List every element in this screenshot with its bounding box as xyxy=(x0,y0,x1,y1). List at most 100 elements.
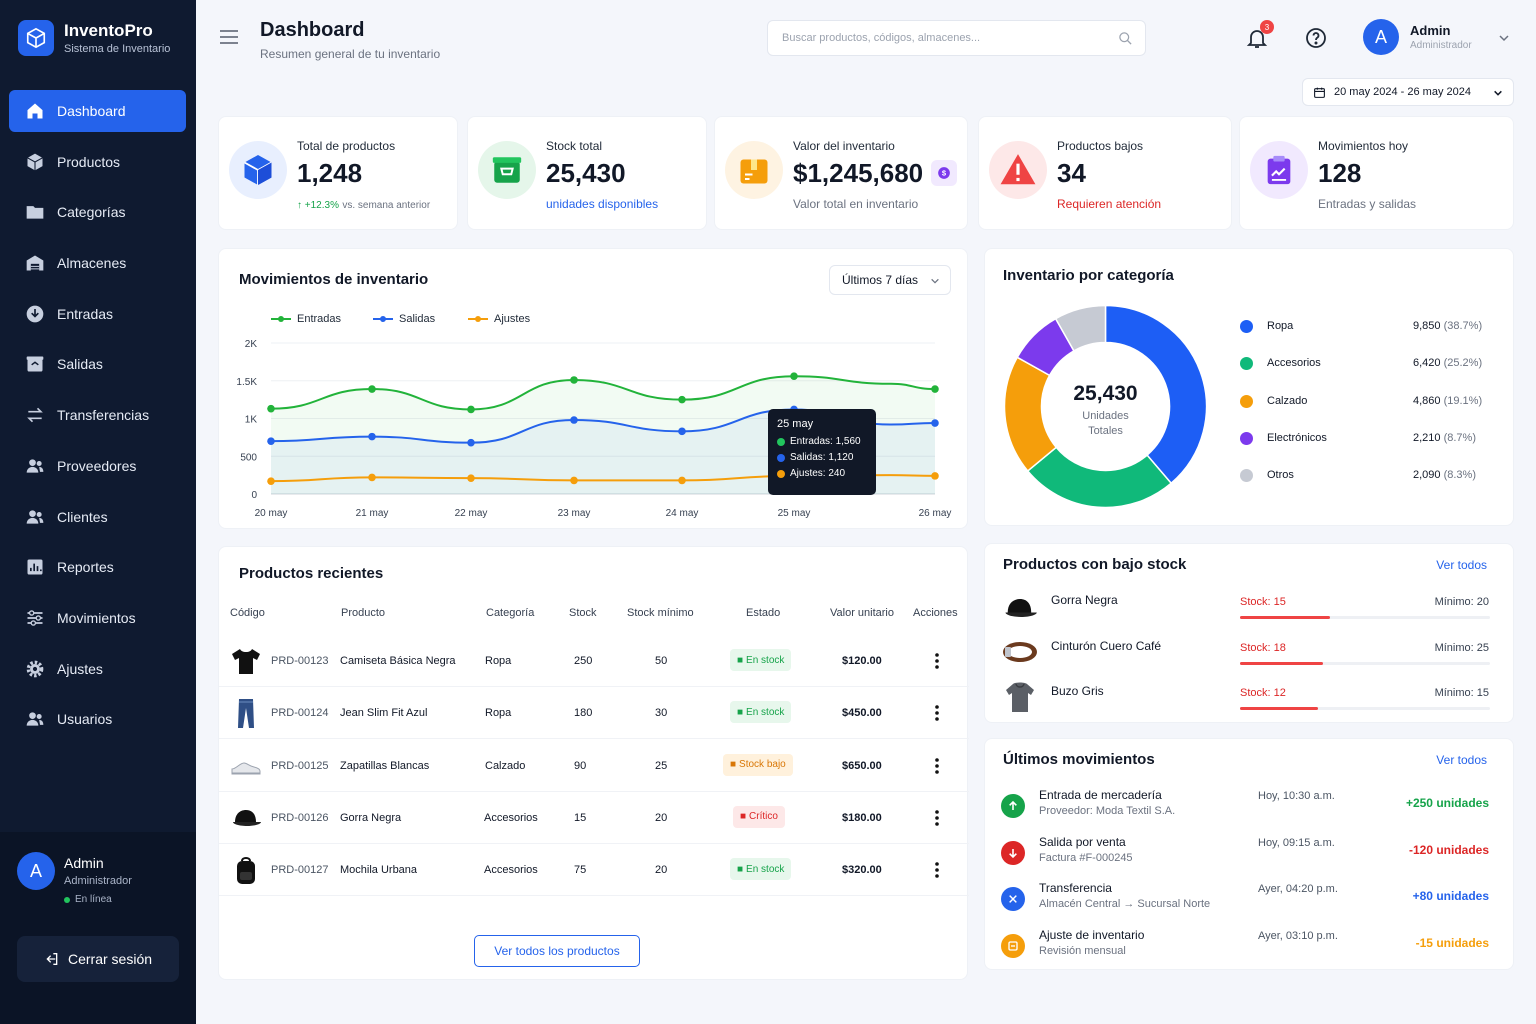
data-point[interactable] xyxy=(678,427,686,436)
data-point[interactable] xyxy=(267,477,275,485)
product-name[interactable]: Mochila Urbana xyxy=(340,864,418,877)
stat-value: 128 xyxy=(1318,158,1362,188)
users-icon xyxy=(26,509,44,524)
data-point[interactable] xyxy=(570,416,578,424)
status-label: Crítico xyxy=(749,811,778,823)
more-options-icon[interactable] xyxy=(932,757,942,775)
sidebar-item-categorias[interactable]: Categorías xyxy=(9,191,186,233)
movement-item[interactable]: Transferencia Almacén Central → Sucursal… xyxy=(985,881,1515,927)
sidebar-item-almacenes[interactable]: Almacenes xyxy=(9,242,186,284)
column-header: Stock xyxy=(569,607,597,619)
more-options-icon[interactable] xyxy=(932,704,942,722)
table-row[interactable]: PRD-00125 Zapatillas Blancas Calzado 90 … xyxy=(219,740,969,792)
movement-item[interactable]: Entrada de mercadería Proveedor: Moda Te… xyxy=(985,788,1515,834)
transfer-icon xyxy=(27,407,43,423)
table-row[interactable]: PRD-00127 Mochila Urbana Accesorios 75 2… xyxy=(219,844,969,897)
avatar[interactable]: A xyxy=(17,852,55,890)
y-tick-label: 0 xyxy=(251,490,257,501)
product-name[interactable]: Camiseta Básica Negra xyxy=(340,655,456,667)
data-point[interactable] xyxy=(790,372,798,381)
data-point[interactable] xyxy=(467,405,475,414)
low-stock-item[interactable]: Gorra Negra Stock: 15 Mínimo: 20 xyxy=(985,589,1515,634)
legend-line-icon xyxy=(373,316,393,322)
sidebar-item-proveedores[interactable]: Proveedores xyxy=(9,445,186,487)
more-options-icon[interactable] xyxy=(932,809,942,827)
data-point[interactable] xyxy=(467,474,475,482)
data-point[interactable] xyxy=(570,376,578,384)
category-name: Calzado xyxy=(1267,394,1308,407)
search-input[interactable] xyxy=(782,32,1102,44)
low-stock-view-all-link[interactable]: Ver todos xyxy=(1436,558,1487,572)
sidebar-item-reportes[interactable]: Reportes xyxy=(9,546,186,588)
sidebar-item-productos[interactable]: Productos xyxy=(9,141,186,183)
cube-logo-icon xyxy=(18,20,54,56)
status-label: Stock bajo xyxy=(739,759,786,771)
product-name[interactable]: Zapatillas Blancas xyxy=(340,759,430,772)
range-select[interactable]: Últimos 7 días xyxy=(829,265,951,295)
sidebar-item-clientes[interactable]: Clientes xyxy=(9,496,186,538)
movement-item[interactable]: Ajuste de inventario Revisión mensual Ay… xyxy=(985,928,1515,974)
movement-quantity: -120 unidades xyxy=(1408,842,1489,857)
low-stock-item[interactable]: Cinturón Cuero Café Stock: 18 Mínimo: 25 xyxy=(985,635,1515,680)
last-movements-view-all-link[interactable]: Ver todos xyxy=(1436,753,1487,767)
table-row[interactable]: PRD-00126 Gorra Negra Accesorios 15 20 ■… xyxy=(219,792,969,844)
product-category: Accesorios xyxy=(484,864,538,877)
more-options-icon[interactable] xyxy=(932,861,942,879)
help-icon[interactable] xyxy=(1304,26,1328,50)
view-all-products-button[interactable]: Ver todos los productos xyxy=(474,935,640,967)
product-category: Accesorios xyxy=(484,811,538,824)
data-point[interactable] xyxy=(267,437,275,445)
chart-icon xyxy=(27,559,43,575)
product-code: PRD-00123 xyxy=(271,655,329,667)
menu-icon[interactable] xyxy=(220,30,238,44)
data-point[interactable] xyxy=(931,385,939,393)
category-value: 2,210 (8.7%) xyxy=(1413,432,1476,444)
data-point[interactable] xyxy=(467,438,475,447)
table-row[interactable]: PRD-00124 Jean Slim Fit Azul Ropa 180 30… xyxy=(219,687,969,740)
data-point[interactable] xyxy=(570,476,578,485)
product-category: Ropa xyxy=(485,655,512,667)
x-tick-label: 20 may xyxy=(255,508,288,519)
data-point[interactable] xyxy=(368,473,376,482)
data-point[interactable] xyxy=(368,432,376,441)
search-icon[interactable] xyxy=(1118,31,1133,46)
data-point[interactable] xyxy=(678,476,686,485)
sidebar-item-transferencias[interactable]: Transferencias xyxy=(9,394,186,436)
sidebar-item-movimientos[interactable]: Movimientos xyxy=(9,597,186,639)
donut-slice-otros[interactable] xyxy=(1054,304,1107,352)
low-stock-item[interactable]: Buzo Gris Stock: 12 Mínimo: 15 xyxy=(985,680,1515,725)
status-label: En stock xyxy=(746,706,785,718)
category-name: Otros xyxy=(1267,469,1294,482)
low-stock-min: Mínimo: 15 xyxy=(1434,687,1489,699)
low-stock-progress-fill xyxy=(1240,616,1330,619)
movement-time: Ayer, 04:20 p.m. xyxy=(1258,883,1338,896)
sidebar-item-ajustes[interactable]: Ajustes xyxy=(9,648,186,690)
y-tick-label: 2K xyxy=(245,339,258,350)
bell-icon[interactable] xyxy=(1245,26,1269,50)
sidebar-user-panel: A Admin Administrador En línea Cerrar se… xyxy=(0,832,196,1024)
data-point[interactable] xyxy=(678,395,686,404)
logout-button[interactable]: Cerrar sesión xyxy=(17,936,179,982)
chevron-down-icon[interactable] xyxy=(1498,32,1510,44)
date-range-picker[interactable]: 20 may 2024 - 26 may 2024 xyxy=(1302,78,1514,106)
sidebar-item-salidas[interactable]: Salidas xyxy=(9,343,186,385)
sidebar-item-dashboard[interactable]: Dashboard xyxy=(9,90,186,132)
user-avatar[interactable]: A xyxy=(1363,19,1399,55)
sidebar-item-usuarios[interactable]: Usuarios xyxy=(9,698,186,740)
product-name[interactable]: Gorra Negra xyxy=(340,811,402,824)
donut-slice-ropa[interactable] xyxy=(1104,304,1208,485)
sidebar-item-label: Usuarios xyxy=(57,711,113,728)
table-row[interactable]: PRD-00123 Camiseta Básica Negra Ropa 250… xyxy=(219,635,969,687)
data-point[interactable] xyxy=(931,419,939,427)
data-point[interactable] xyxy=(931,472,939,480)
product-name[interactable]: Jean Slim Fit Azul xyxy=(340,707,428,720)
x-tick-label: 23 may xyxy=(558,508,591,519)
category-legend-item: Otros 2,090 (8.3%) xyxy=(1240,468,1485,484)
x-tick-label: 24 may xyxy=(666,508,699,519)
movement-item[interactable]: Salida por venta Factura #F-000245 Hoy, … xyxy=(985,835,1515,881)
sidebar-item-entradas[interactable]: Entradas xyxy=(9,293,186,335)
data-point[interactable] xyxy=(368,385,376,393)
more-options-icon[interactable] xyxy=(932,652,942,670)
data-point[interactable] xyxy=(267,404,275,413)
stat-value: 34 xyxy=(1057,158,1086,188)
